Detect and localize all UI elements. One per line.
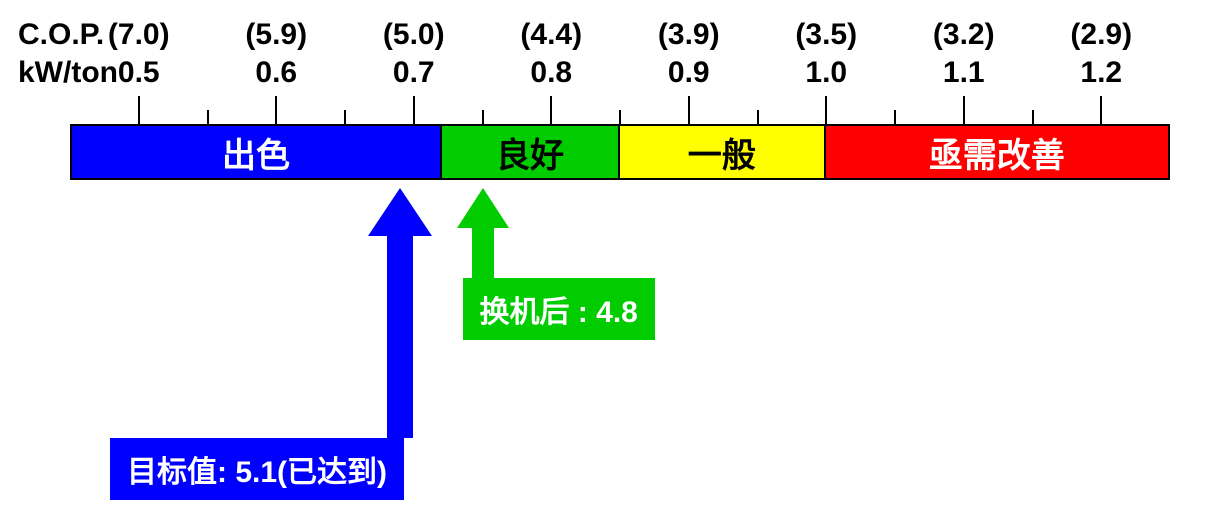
kw-value: 0.5 — [118, 56, 160, 90]
major-tick — [1100, 96, 1102, 124]
cop-value: (5.0) — [383, 18, 445, 52]
minor-tick — [482, 110, 484, 124]
cop-value: (3.5) — [795, 18, 857, 52]
minor-tick — [344, 110, 346, 124]
kw-value: 0.8 — [530, 56, 572, 90]
major-tick — [550, 96, 552, 124]
kw-axis-label: kW/ton — [18, 56, 118, 90]
target-arrow-icon — [368, 188, 432, 236]
minor-tick — [619, 110, 621, 124]
major-tick — [963, 96, 965, 124]
rating-segment: 出色 — [72, 126, 442, 178]
cop-value: (4.4) — [520, 18, 582, 52]
kw-value: 0.9 — [668, 56, 710, 90]
rating-bar: 出色良好一般亟需改善 — [70, 124, 1170, 180]
major-tick — [275, 96, 277, 124]
cop-value: (7.0) — [108, 18, 170, 52]
major-tick — [413, 96, 415, 124]
after-callout: 换机后 : 4.8 — [463, 278, 655, 340]
kw-value: 0.7 — [393, 56, 435, 90]
minor-tick — [207, 110, 209, 124]
after-arrow-icon — [457, 188, 509, 228]
rating-segment: 一般 — [620, 126, 826, 178]
rating-segment: 亟需改善 — [826, 126, 1169, 178]
major-tick — [688, 96, 690, 124]
major-tick — [138, 96, 140, 124]
cop-value: (5.9) — [245, 18, 307, 52]
target-callout: 目标值: 5.1(已达到) — [110, 438, 404, 500]
kw-value: 1.1 — [943, 56, 985, 90]
kw-value: 1.0 — [805, 56, 847, 90]
cop-value: (3.9) — [658, 18, 720, 52]
target-arrow-stem — [387, 236, 413, 438]
kw-value: 0.6 — [255, 56, 297, 90]
cop-value: (2.9) — [1070, 18, 1132, 52]
efficiency-scale-diagram: { "layout": { "bar_left": 70, "bar_width… — [0, 0, 1220, 522]
cop-value: (3.2) — [933, 18, 995, 52]
cop-axis-label: C.O.P. — [18, 18, 104, 52]
major-tick — [825, 96, 827, 124]
kw-value: 1.2 — [1080, 56, 1122, 90]
after-arrow-stem — [472, 228, 494, 278]
rating-segment: 良好 — [442, 126, 620, 178]
minor-tick — [1032, 110, 1034, 124]
minor-tick — [894, 110, 896, 124]
minor-tick — [757, 110, 759, 124]
